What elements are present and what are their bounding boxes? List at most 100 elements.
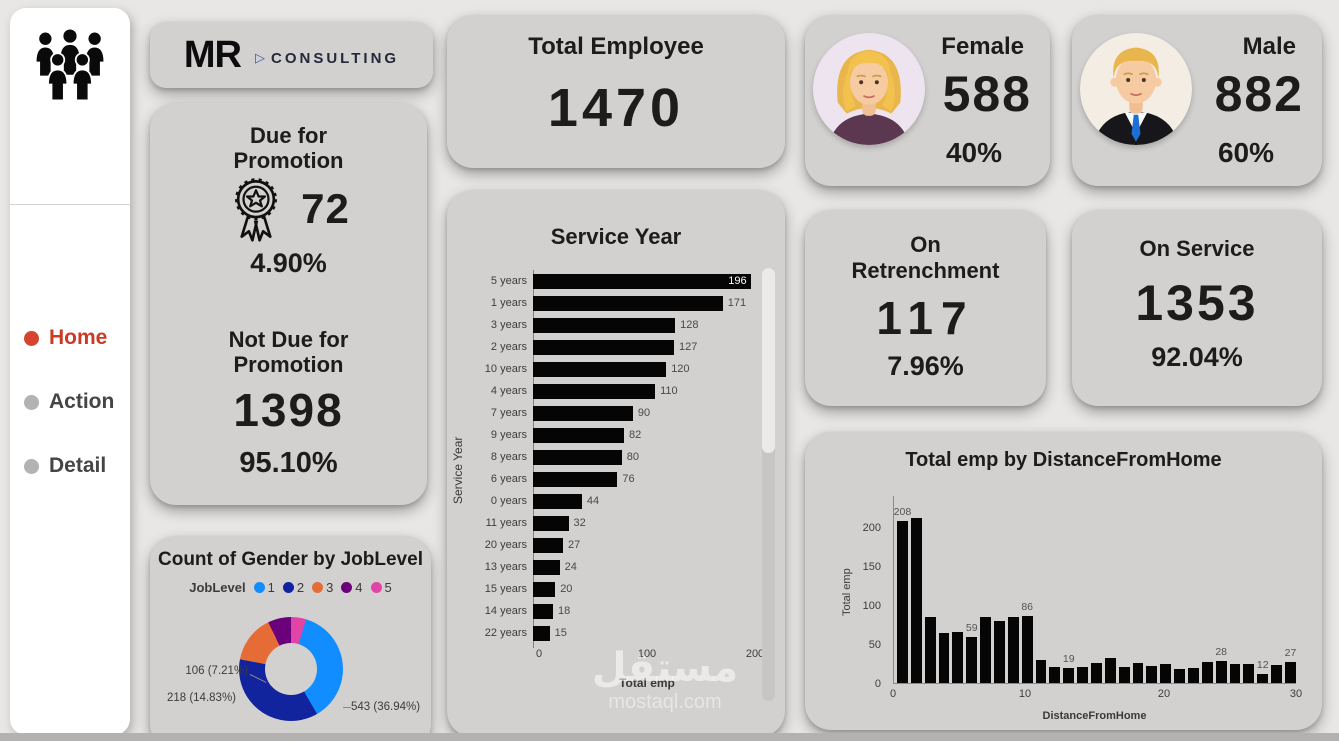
category-label: 13 years <box>484 561 527 573</box>
bar-distance-25[interactable] <box>1229 663 1241 683</box>
bar-distance-6[interactable]: 59 <box>966 622 978 683</box>
scrollbar-thumb[interactable] <box>762 268 775 453</box>
callout-line <box>343 707 351 708</box>
bar-distance-14[interactable] <box>1077 666 1089 683</box>
bar-value-label: 128 <box>680 318 699 331</box>
category-label: 2 years <box>490 341 527 353</box>
sidebar-divider <box>10 204 130 205</box>
service-year-row: 9 years 82 <box>471 424 755 446</box>
bar-14-years[interactable] <box>533 603 553 619</box>
bar-distance-15[interactable] <box>1091 662 1102 683</box>
nav-bullet-action <box>24 394 39 410</box>
service-year-row: 11 years 32 <box>471 512 755 534</box>
legend-item-joblevel-1[interactable]: 1 <box>253 580 275 595</box>
promotion-card: Due for Promotion 72 4.90% Not Due for P… <box>150 103 427 505</box>
bar-cell: 19 <box>1063 653 1075 683</box>
donut-chart[interactable] <box>239 617 343 721</box>
bar-distance-17[interactable] <box>1118 667 1130 683</box>
distance-x-axis-label: DistanceFromHome <box>1042 710 1147 722</box>
bar-distance-2[interactable] <box>910 518 922 683</box>
bar-cell <box>1049 667 1061 683</box>
category-label: 0 years <box>490 495 527 507</box>
bar-1-years[interactable] <box>533 295 723 311</box>
total-employee-card: Total Employee 1470 <box>447 15 785 168</box>
bar-cell <box>1077 666 1089 683</box>
bar-distance-7[interactable] <box>980 617 992 683</box>
bar-distance-13[interactable]: 19 <box>1063 653 1075 683</box>
bar-distance-9[interactable] <box>1007 616 1019 683</box>
bar-value-label: 27 <box>1284 646 1297 659</box>
bar-cell <box>1132 662 1144 683</box>
bar-distance-3[interactable] <box>924 617 936 683</box>
legend-item-joblevel-4[interactable]: 4 <box>341 580 363 595</box>
bar-distance-22[interactable] <box>1188 668 1199 683</box>
bar-9-years[interactable] <box>533 427 625 443</box>
bar-6-years[interactable] <box>533 471 618 487</box>
bar-distance-18[interactable] <box>1132 662 1144 683</box>
bar-distance-24[interactable]: 28 <box>1215 646 1227 683</box>
on-service-percent: 92.04% <box>1151 342 1243 372</box>
service-year-x-ticks: 0 100 200 <box>535 648 765 660</box>
bar-10-years[interactable] <box>533 361 667 377</box>
people-group-icon <box>36 29 104 102</box>
retrenchment-percent: 7.96% <box>887 350 964 381</box>
nav-item-home[interactable]: Home <box>24 326 114 350</box>
scrollbar-track[interactable] <box>762 268 775 701</box>
bar-distance-12[interactable] <box>1049 667 1061 683</box>
bar-value-label: 76 <box>622 472 635 485</box>
bar-cell <box>1035 660 1047 683</box>
bar-5-years[interactable] <box>533 273 751 289</box>
category-label: 10 years <box>484 363 527 375</box>
bar-distance-20[interactable] <box>1160 663 1172 683</box>
bar-distance-5[interactable] <box>952 632 964 683</box>
bar-distance-11[interactable] <box>1035 660 1047 683</box>
bar-distance-23[interactable] <box>1201 661 1213 683</box>
bar-11-years[interactable] <box>533 515 569 531</box>
bar-22-years[interactable] <box>533 625 550 641</box>
bar-15-years[interactable] <box>533 581 556 597</box>
bar-value-label: 196 <box>728 274 747 287</box>
bar-3-years[interactable] <box>533 317 676 333</box>
bar-distance-19[interactable] <box>1146 665 1158 683</box>
bar-13-years[interactable] <box>533 559 560 575</box>
bar-distance-29[interactable]: 27 <box>1285 647 1296 683</box>
bar-cell <box>1174 668 1186 683</box>
male-percent: 60% <box>1217 137 1274 168</box>
sidebar-nav: Home Action Detail <box>24 326 114 478</box>
category-label: 22 years <box>484 627 527 639</box>
bar-distance-1[interactable]: 208 <box>894 506 911 683</box>
bar-2-years[interactable] <box>533 339 674 355</box>
donut-label-joblevel1: 543 (36.94%) <box>351 701 421 713</box>
bar-distance-27[interactable]: 12 <box>1257 659 1269 683</box>
donut-chart-title: Count of Gender by JobLevel <box>158 549 423 570</box>
nav-item-detail[interactable]: Detail <box>24 454 114 478</box>
bar-0-years[interactable] <box>533 493 582 509</box>
nav-item-action[interactable]: Action <box>24 390 114 414</box>
bar-distance-10[interactable]: 86 <box>1021 601 1033 683</box>
retrenchment-card: On Retrenchment 117 7.96% <box>805 210 1046 406</box>
bar-value-label: 28 <box>1215 646 1228 659</box>
bar-20-years[interactable] <box>533 537 563 553</box>
bar-cell <box>1007 616 1019 683</box>
legend-item-joblevel-2[interactable]: 2 <box>282 580 304 595</box>
logo-triangle-icon: ▷ <box>255 50 266 65</box>
bar-8-years[interactable] <box>533 449 622 465</box>
bottom-strip <box>0 733 1339 741</box>
service-year-row: 20 years 27 <box>471 534 755 556</box>
bar-distance-26[interactable] <box>1243 663 1255 683</box>
bar-distance-8[interactable] <box>994 620 1005 683</box>
legend-item-joblevel-3[interactable]: 3 <box>312 580 333 595</box>
bar-4-years[interactable] <box>533 383 656 399</box>
bar-distance-16[interactable] <box>1104 658 1116 683</box>
legend-item-joblevel-5[interactable]: 5 <box>370 580 392 595</box>
bar-distance-4[interactable] <box>938 633 950 683</box>
bar-7-years[interactable] <box>533 405 633 421</box>
bar-distance-21[interactable] <box>1174 668 1186 683</box>
bar-cell <box>1243 663 1255 683</box>
bar-value-label: 80 <box>626 450 640 463</box>
bar-distance-28[interactable] <box>1271 665 1283 683</box>
service-year-card: Service Year Service Year 5 years 196 1 ye… <box>447 190 785 737</box>
bar-cell <box>1091 662 1102 683</box>
bar-value-label: 20 <box>560 582 573 595</box>
